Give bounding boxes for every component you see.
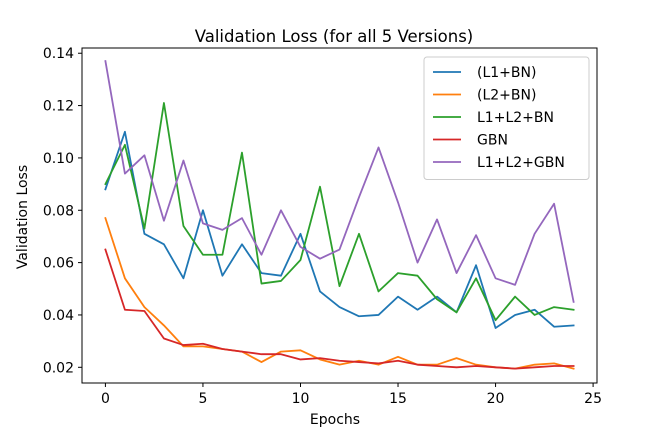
y-tick-label: 0.06 bbox=[43, 256, 74, 272]
plot-frame bbox=[81, 47, 598, 384]
series-line-l1-l2-bn bbox=[104, 102, 575, 322]
legend-box bbox=[423, 56, 590, 180]
legend-label: (L1+BN) bbox=[477, 65, 536, 81]
legend: (L1+BN) (L2+BN) L1+L2+BN GBN L1+L2+GBN bbox=[423, 56, 590, 180]
y-tick-label: 0.12 bbox=[43, 99, 74, 115]
legend-label: L1+L2+BN bbox=[477, 110, 554, 126]
y-axis-label: Validation Loss bbox=[15, 165, 31, 269]
legend-label: (L2+BN) bbox=[477, 88, 536, 104]
legend-label: L1+L2+GBN bbox=[477, 155, 565, 171]
y-tick-label: 0.04 bbox=[43, 308, 74, 324]
x-tick-label: 25 bbox=[584, 391, 602, 407]
x-tick-label: 10 bbox=[292, 391, 310, 407]
legend-label: GBN bbox=[477, 133, 508, 149]
x-axis-label: Epochs bbox=[310, 412, 360, 428]
x-tick-label: 5 bbox=[198, 391, 207, 407]
y-tick-label: 0.08 bbox=[43, 203, 74, 219]
series-line-l1-l2-gbn bbox=[104, 60, 575, 303]
y-tick-label: 0.14 bbox=[43, 46, 74, 62]
series-line-gbn bbox=[104, 248, 575, 370]
series-line-l1-bn bbox=[104, 130, 575, 329]
y-tick-label: 0.02 bbox=[43, 360, 74, 376]
series-layer bbox=[104, 60, 575, 370]
axes-layer: 0 5 10 15 20 25 0.02 0.04 0.06 0.08 0.10 0.12 0.14 bbox=[43, 46, 602, 407]
x-tick-label: 20 bbox=[487, 391, 505, 407]
x-tick-label: 0 bbox=[101, 391, 110, 407]
y-tick-label: 0.10 bbox=[43, 151, 74, 167]
chart-title: Validation Loss (for all 5 Versions) bbox=[195, 27, 474, 46]
x-tick-label: 15 bbox=[389, 391, 407, 407]
